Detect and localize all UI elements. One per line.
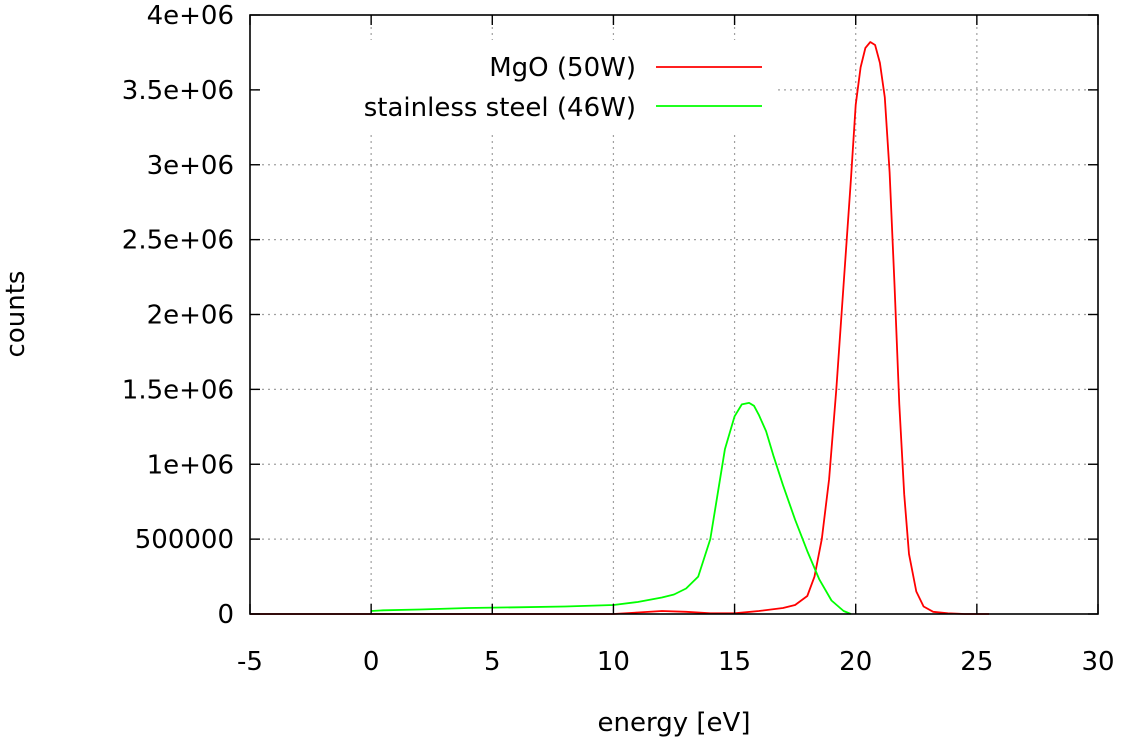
- x-tick-label: 10: [597, 647, 630, 677]
- axis-ticks: [249, 14, 1099, 615]
- y-tick-label: 500000: [135, 525, 234, 555]
- series-line-stainless-steel: [371, 401, 852, 615]
- y-tick-label: 1e+06: [147, 450, 234, 480]
- x-tick-label: 30: [1081, 647, 1114, 677]
- series-line-mgo: [250, 41, 989, 615]
- x-tick-label: 20: [839, 647, 872, 677]
- x-tick-labels: -5 0 5 10 15 20 25 30: [237, 647, 1115, 677]
- legend-background: [262, 40, 777, 132]
- y-tick-label: 4e+06: [147, 1, 234, 31]
- plot-series: [250, 41, 989, 615]
- y-tick-label: 2e+06: [147, 301, 234, 331]
- y-tick-label: 3e+06: [147, 151, 234, 181]
- legend-label-stainless-steel: stainless steel (46W): [364, 93, 636, 123]
- x-tick-label: 0: [363, 647, 380, 677]
- y-axis-title: counts: [1, 271, 31, 358]
- y-tick-label: 2.5e+06: [122, 226, 234, 256]
- x-tick-label: -5: [237, 647, 263, 677]
- y-tick-label: 0: [217, 600, 234, 630]
- x-tick-label: 25: [960, 647, 993, 677]
- grid-lines: [250, 15, 1098, 614]
- legend: MgO (50W) stainless steel (46W): [262, 40, 777, 132]
- x-tick-label: 15: [718, 647, 751, 677]
- x-tick-label: 5: [484, 647, 501, 677]
- y-tick-label: 1.5e+06: [122, 375, 234, 405]
- y-tick-labels: 0 500000 1e+06 1.5e+06 2e+06 2.5e+06 3e+06 3.5e…: [122, 1, 234, 630]
- x-axis-title: energy [eV]: [598, 708, 751, 738]
- legend-label-mgo: MgO (50W): [489, 53, 636, 83]
- y-tick-label: 3.5e+06: [122, 76, 234, 106]
